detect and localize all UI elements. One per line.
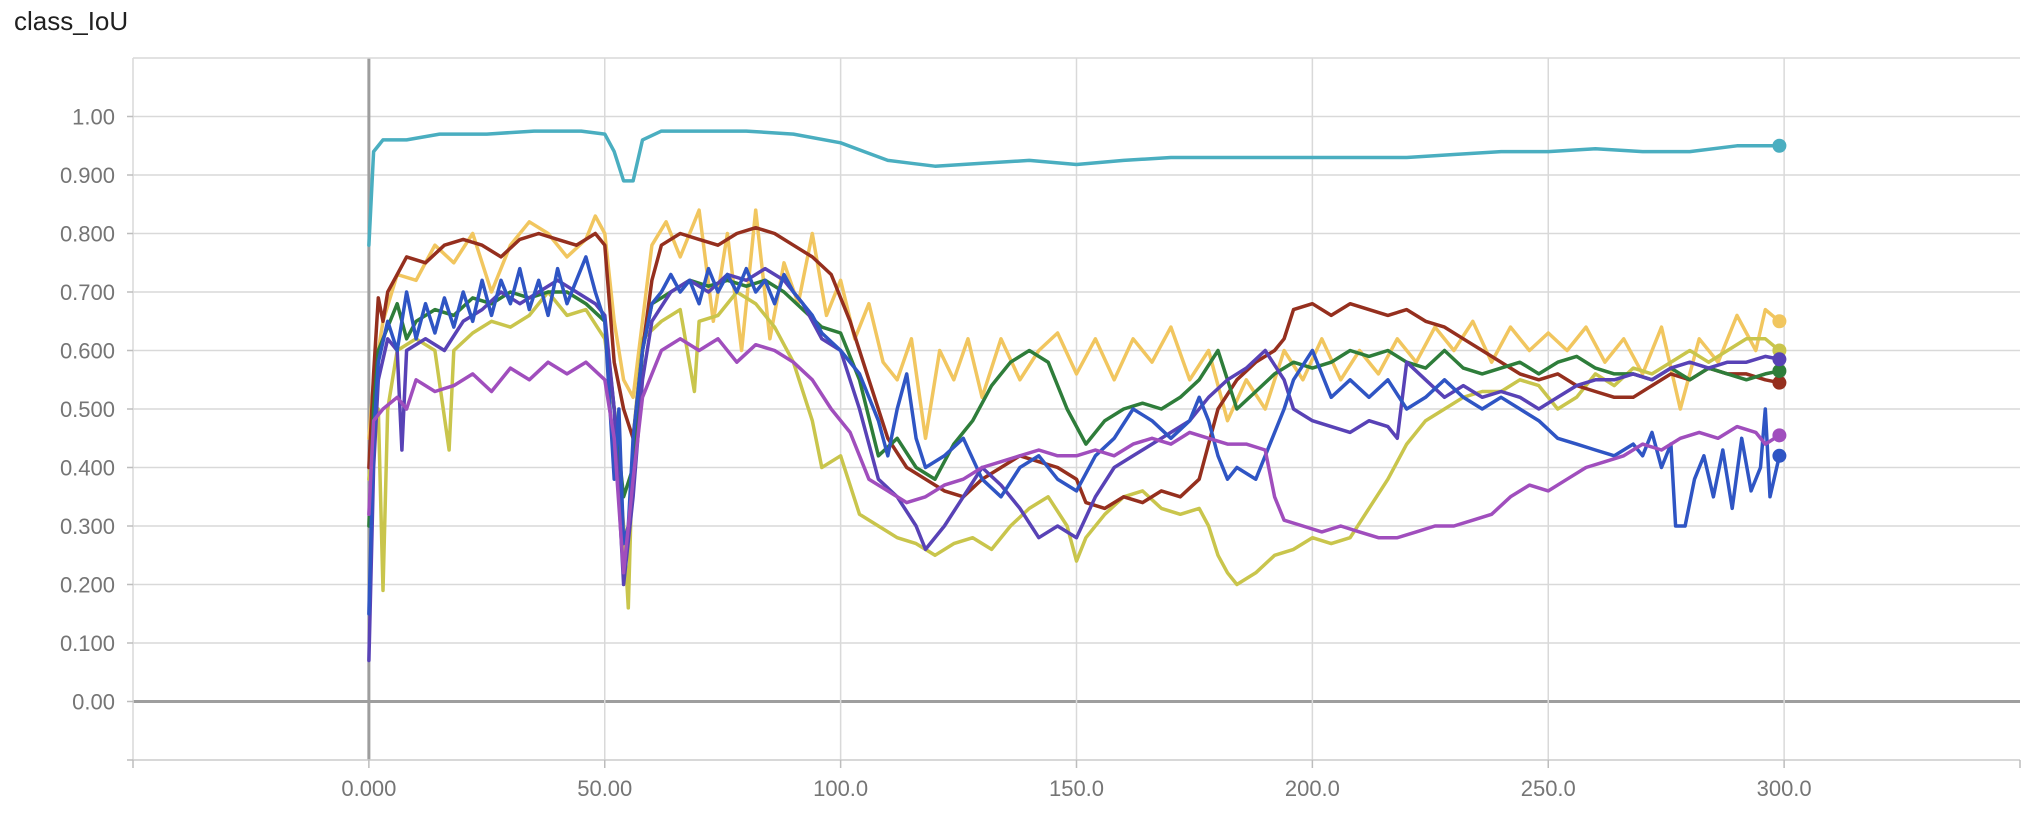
y-tick-label: 0.400 — [60, 456, 115, 481]
y-tick-label: 0.300 — [60, 514, 115, 539]
grid — [133, 58, 2020, 760]
series-end-marker-8 — [1772, 428, 1787, 443]
y-tick-label: 0.600 — [60, 339, 115, 364]
series-end-marker-6 — [1772, 352, 1787, 367]
series-end-marker-5 — [1772, 363, 1787, 378]
series-end-marker-4 — [1772, 375, 1787, 390]
axes — [127, 57, 2021, 768]
series-line-2 — [367, 208, 1782, 441]
series-end-marker-1 — [1772, 138, 1787, 153]
series-end-marker-2 — [1772, 314, 1787, 329]
series-end-markers — [1772, 138, 1787, 463]
x-tick-label: 0.000 — [341, 776, 396, 801]
x-tick-label: 50.00 — [577, 776, 632, 801]
y-tick-label: 0.00 — [72, 690, 115, 715]
series-line-8 — [367, 337, 1782, 575]
series-line-1 — [367, 129, 1782, 247]
y-tick-label: 0.500 — [60, 397, 115, 422]
tick-labels: 0.00 0.100 0.200 0.300 0.400 0.500 0.600 0.700 0… — [60, 105, 1812, 802]
y-tick-label: 0.200 — [60, 573, 115, 598]
y-tick-label: 0.800 — [60, 222, 115, 247]
series-line-3 — [367, 290, 1782, 610]
y-tick-label: 0.100 — [60, 631, 115, 656]
series-line-6 — [367, 266, 1782, 663]
x-tick-label: 250.0 — [1521, 776, 1576, 801]
series-line-5 — [367, 278, 1782, 528]
series-group — [367, 129, 1782, 663]
x-tick-label: 100.0 — [813, 776, 868, 801]
x-tick-label: 200.0 — [1285, 776, 1340, 801]
x-tick-label: 300.0 — [1757, 776, 1812, 801]
chart-title: class_IoU — [14, 6, 129, 36]
y-tick-label: 0.900 — [60, 163, 115, 188]
x-tick-label: 150.0 — [1049, 776, 1104, 801]
series-end-marker-7 — [1772, 448, 1787, 463]
series-line-7 — [367, 255, 1782, 616]
y-tick-label: 0.700 — [60, 280, 115, 305]
y-tick-label: 1.00 — [72, 105, 115, 130]
